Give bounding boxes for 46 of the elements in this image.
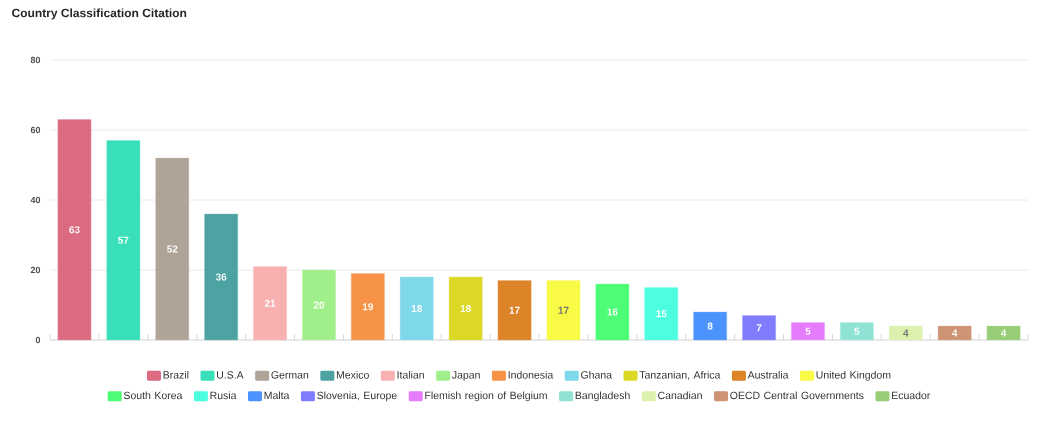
legend-label: Indonesia	[508, 370, 554, 379]
legend-label: Brazil	[163, 370, 189, 379]
y-tick-label: 60	[30, 126, 41, 134]
data-label: 15	[656, 310, 667, 318]
legend-label: U.S.A	[217, 371, 244, 379]
data-label: 21	[264, 299, 276, 307]
data-label: 52	[167, 245, 178, 253]
data-label: 7	[756, 324, 762, 332]
data-label: 18	[460, 304, 471, 313]
y-tick-label: 0	[35, 336, 41, 344]
legend-label: Tanzanian, Africa	[639, 370, 721, 380]
legend-label: Mexico	[336, 370, 369, 379]
data-label: 4	[1000, 329, 1007, 337]
data-label: 57	[118, 236, 129, 244]
data-label: 16	[607, 308, 618, 316]
data-label: 8	[707, 322, 713, 330]
data-label: 36	[215, 273, 227, 281]
chart-title: Country Classification Citation	[12, 8, 187, 20]
data-label: 4	[952, 329, 958, 337]
legend-label: Canadian	[658, 391, 702, 400]
data-label: 20	[313, 301, 325, 309]
y-tick-label: 40	[30, 196, 41, 204]
legend-label: Ecuador	[892, 391, 931, 400]
legend-label: United Kingdom	[816, 370, 891, 381]
y-tick-label: 20	[30, 266, 41, 274]
data-label: 18	[411, 304, 423, 313]
legend-label: Italian	[397, 370, 424, 379]
data-label: 17	[558, 306, 569, 314]
legend-label: Bangladesh	[575, 391, 630, 402]
legend-label: Japan	[452, 371, 480, 381]
legend-label: OECD Central Governments	[730, 391, 864, 400]
legend-label: Australia	[747, 370, 789, 379]
data-label: 5	[854, 327, 860, 335]
legend-label: Flemish region of Belgium	[425, 391, 547, 402]
legend-label: Slovenia, Europe	[317, 391, 397, 402]
legend-label: South Korea	[123, 391, 183, 400]
legend-label: Ghana	[581, 370, 613, 379]
data-label: 19	[362, 303, 374, 311]
legend-label: German	[271, 371, 309, 379]
y-tick-label: 80	[30, 56, 41, 64]
legend-label: Rusia	[210, 391, 237, 400]
data-label: 17	[509, 306, 520, 314]
data-label: 4	[903, 329, 909, 337]
data-label: 63	[69, 226, 80, 234]
legend-label: Malta	[264, 391, 290, 400]
data-label: 5	[805, 327, 811, 335]
